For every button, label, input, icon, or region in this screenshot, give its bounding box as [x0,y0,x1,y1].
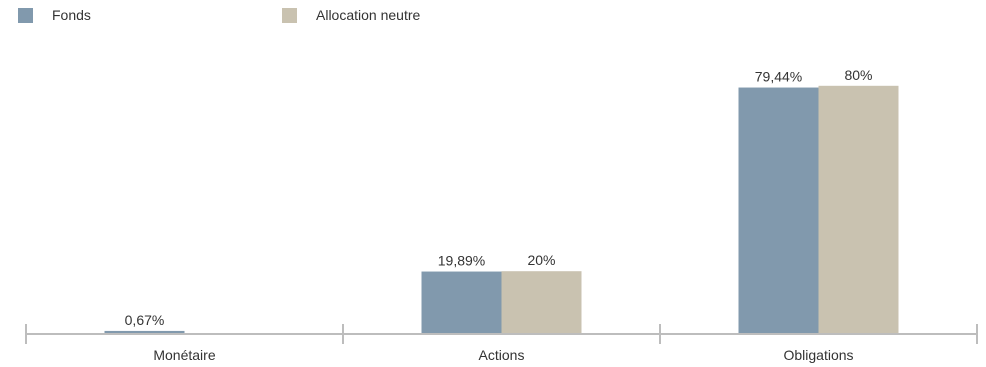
data-label-allocation-neutre-2: 80% [844,67,872,83]
legend-item-fonds[interactable]: Fonds [18,7,91,23]
legend-swatch-fonds [18,7,33,23]
data-label-fonds-0: 0,67% [125,312,165,328]
bar-fonds-1 [421,271,502,333]
x-tick-label-0: Monétaire [153,347,215,363]
data-label-fonds-1: 19,89% [438,253,485,269]
data-label-fonds-2: 79,44% [755,69,802,85]
x-tick-label-2: Obligations [783,347,853,363]
legend-label-fonds: Fonds [52,7,91,23]
bar-allocation-neutre-1 [501,271,582,333]
x-tick-label-1: Actions [479,347,525,363]
bar-fonds-0 [104,330,185,333]
bar-allocation-neutre-2 [818,85,899,333]
legend-swatch-allocation-neutre [282,7,297,23]
bar-fonds-2 [738,87,819,334]
legend-label-allocation-neutre: Allocation neutre [316,7,421,23]
data-label-allocation-neutre-1: 20% [527,252,555,268]
legend-item-allocation-neutre[interactable]: Allocation neutre [282,7,420,23]
